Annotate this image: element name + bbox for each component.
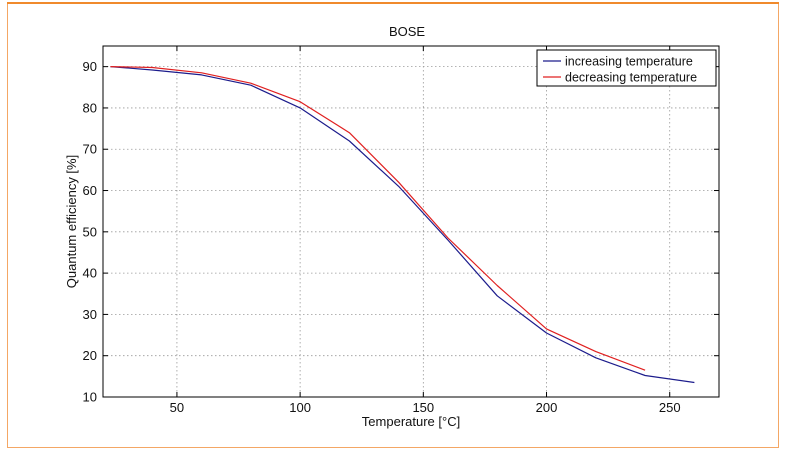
legend: increasing temperature decreasing tempera…: [536, 49, 717, 87]
axis-ticks: 50 100 150 200 250 10 20 30 40 50 60 70 80 90: [83, 45, 720, 415]
plot-area: [102, 45, 720, 398]
plot-border: [102, 45, 720, 398]
y-tick-label: 10: [83, 390, 97, 405]
y-tick-label: 40: [83, 266, 97, 281]
series-line-1: [110, 66, 695, 384]
x-tick-label: 100: [289, 400, 311, 415]
y-tick-label: 80: [83, 100, 97, 115]
x-tick-label: 200: [536, 400, 558, 415]
frame-top-border: [7, 2, 779, 5]
legend-entry: increasing temperature: [565, 55, 693, 69]
y-tick-label: 70: [83, 142, 97, 157]
y-tick-label: 50: [83, 224, 97, 239]
x-tick-label: 50: [170, 400, 184, 415]
legend-box: [536, 49, 717, 87]
y-tick-label: 90: [83, 59, 97, 74]
series-line-2: [110, 66, 646, 371]
y-tick-label: 20: [83, 348, 97, 363]
y-tick-label: 30: [83, 307, 97, 322]
x-tick-label: 150: [412, 400, 434, 415]
y-axis-label: Quantum efficiency [%]: [64, 155, 79, 288]
x-axis-label: Temperature [°C]: [362, 414, 460, 429]
y-tick-label: 60: [83, 183, 97, 198]
series-layer: [110, 66, 695, 384]
chart-title: BOSE: [389, 24, 425, 39]
legend-entry: decreasing temperature: [565, 71, 697, 85]
x-tick-label: 250: [659, 400, 681, 415]
